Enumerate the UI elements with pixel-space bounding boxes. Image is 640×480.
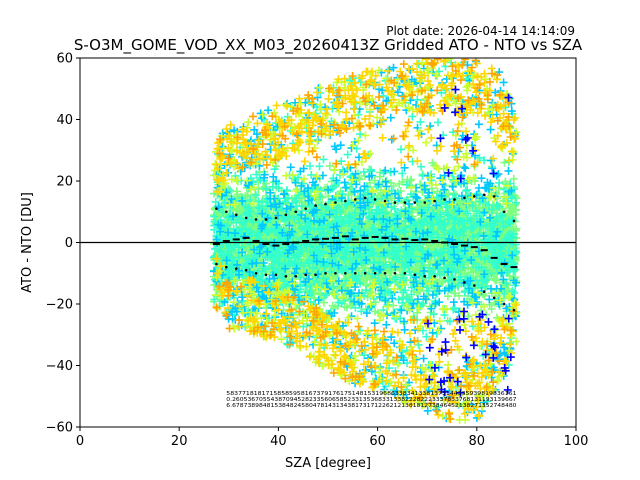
std-lower-point	[363, 271, 367, 275]
x-tick-label: 40	[270, 434, 287, 449]
std-upper-point	[264, 218, 268, 221]
std-lower-point	[482, 290, 486, 294]
bin-count-labels: 5837718181715858595816737917617514815319…	[226, 391, 517, 409]
std-upper-point	[453, 198, 456, 201]
std-upper-point	[314, 204, 317, 207]
std-lower-point	[473, 284, 476, 287]
std-lower-point	[463, 281, 466, 284]
plot-date: Plot date: 2026-04-14 14:14:09	[386, 24, 575, 38]
std-lower-point	[334, 271, 337, 275]
std-lower-point	[443, 276, 446, 280]
x-tick-label: 0	[76, 434, 84, 449]
std-lower-point	[324, 271, 327, 275]
std-lower-point	[234, 267, 238, 270]
std-upper-point	[373, 198, 377, 201]
std-lower-point	[304, 273, 307, 277]
std-upper-point	[225, 210, 228, 214]
scatter-points	[209, 58, 521, 424]
std-upper-point	[463, 196, 466, 200]
y-tick-label: 60	[56, 52, 73, 67]
std-lower-point	[502, 302, 506, 306]
y-tick-label: 0	[65, 236, 73, 251]
std-lower-point	[492, 296, 496, 300]
std-lower-point	[403, 271, 407, 275]
std-series	[215, 193, 516, 312]
std-lower-point	[453, 278, 456, 281]
y-tick-label: −40	[46, 359, 73, 374]
y-tick-label: −20	[46, 298, 73, 313]
std-upper-point	[443, 198, 446, 201]
std-lower-point	[433, 275, 436, 278]
std-lower-point	[383, 271, 387, 275]
std-lower-point	[344, 271, 347, 275]
y-tick-label: 20	[56, 175, 73, 190]
std-upper-point	[324, 202, 327, 206]
std-upper-point	[304, 207, 307, 210]
x-tick-label: 100	[564, 434, 589, 449]
std-lower-point	[244, 268, 248, 272]
std-lower-point	[413, 273, 417, 277]
bin-count-row: 5837718181715858595816737917617514815319…	[226, 391, 517, 397]
scatter-markers-color-0	[424, 85, 515, 397]
bin-count-row: 6.67873898481538482458047814313438173171…	[226, 403, 517, 409]
std-upper-point	[423, 201, 427, 204]
std-lower-point	[215, 262, 218, 266]
std-lower-point	[512, 308, 516, 312]
std-upper-point	[244, 216, 248, 220]
y-tick-label: −60	[46, 421, 73, 436]
std-upper-point	[234, 213, 238, 217]
std-upper-point	[492, 195, 496, 198]
x-tick-label: 80	[469, 434, 486, 449]
std-upper-point	[363, 196, 367, 200]
x-axis-label: SZA [degree]	[285, 456, 371, 471]
x-tick-label: 60	[369, 434, 386, 449]
std-upper-point	[334, 201, 337, 204]
std-lower-point	[264, 273, 268, 277]
std-upper-point	[284, 213, 288, 217]
std-upper-point	[215, 207, 218, 210]
std-lower-point	[225, 265, 228, 269]
y-tick-label: 40	[56, 113, 73, 128]
y-axis-label: ATO - NTO [DU]	[20, 192, 35, 293]
std-lower-point	[393, 271, 397, 275]
std-upper-point	[254, 218, 258, 221]
bin-count-row: 0.26053670554387094528233560658523313536…	[226, 397, 517, 403]
std-upper-point	[344, 199, 347, 203]
std-lower-point	[274, 273, 278, 277]
y-axis-ticks: −60 −40 −20 0 20 40 60	[46, 52, 80, 436]
std-upper-point	[403, 201, 407, 204]
std-lower-point	[314, 273, 317, 277]
std-upper-point	[393, 201, 397, 204]
std-lower-point	[294, 275, 298, 278]
std-upper-point	[413, 201, 417, 204]
std-lower-point	[373, 271, 377, 275]
scatter-markers-color-6	[212, 58, 518, 424]
std-upper-point	[353, 198, 357, 201]
std-upper-point	[482, 193, 486, 197]
std-upper-point	[433, 199, 436, 203]
chart-title: S-O3M_GOME_VOD_XX_M03_20260413Z Gridded …	[74, 36, 583, 55]
std-upper-point	[294, 210, 298, 214]
std-lower-point	[254, 271, 258, 275]
std-upper-point	[512, 219, 516, 223]
std-upper-point	[274, 216, 278, 220]
x-axis-ticks: 0 20 40 60 80 100	[76, 427, 589, 449]
std-lower-point	[284, 275, 288, 278]
std-upper-point	[502, 210, 506, 214]
mean-series	[212, 235, 518, 269]
std-lower-point	[423, 275, 427, 278]
std-upper-point	[473, 195, 476, 198]
std-lower-point	[353, 271, 357, 275]
std-upper-point	[383, 199, 387, 203]
x-tick-label: 20	[171, 434, 188, 449]
